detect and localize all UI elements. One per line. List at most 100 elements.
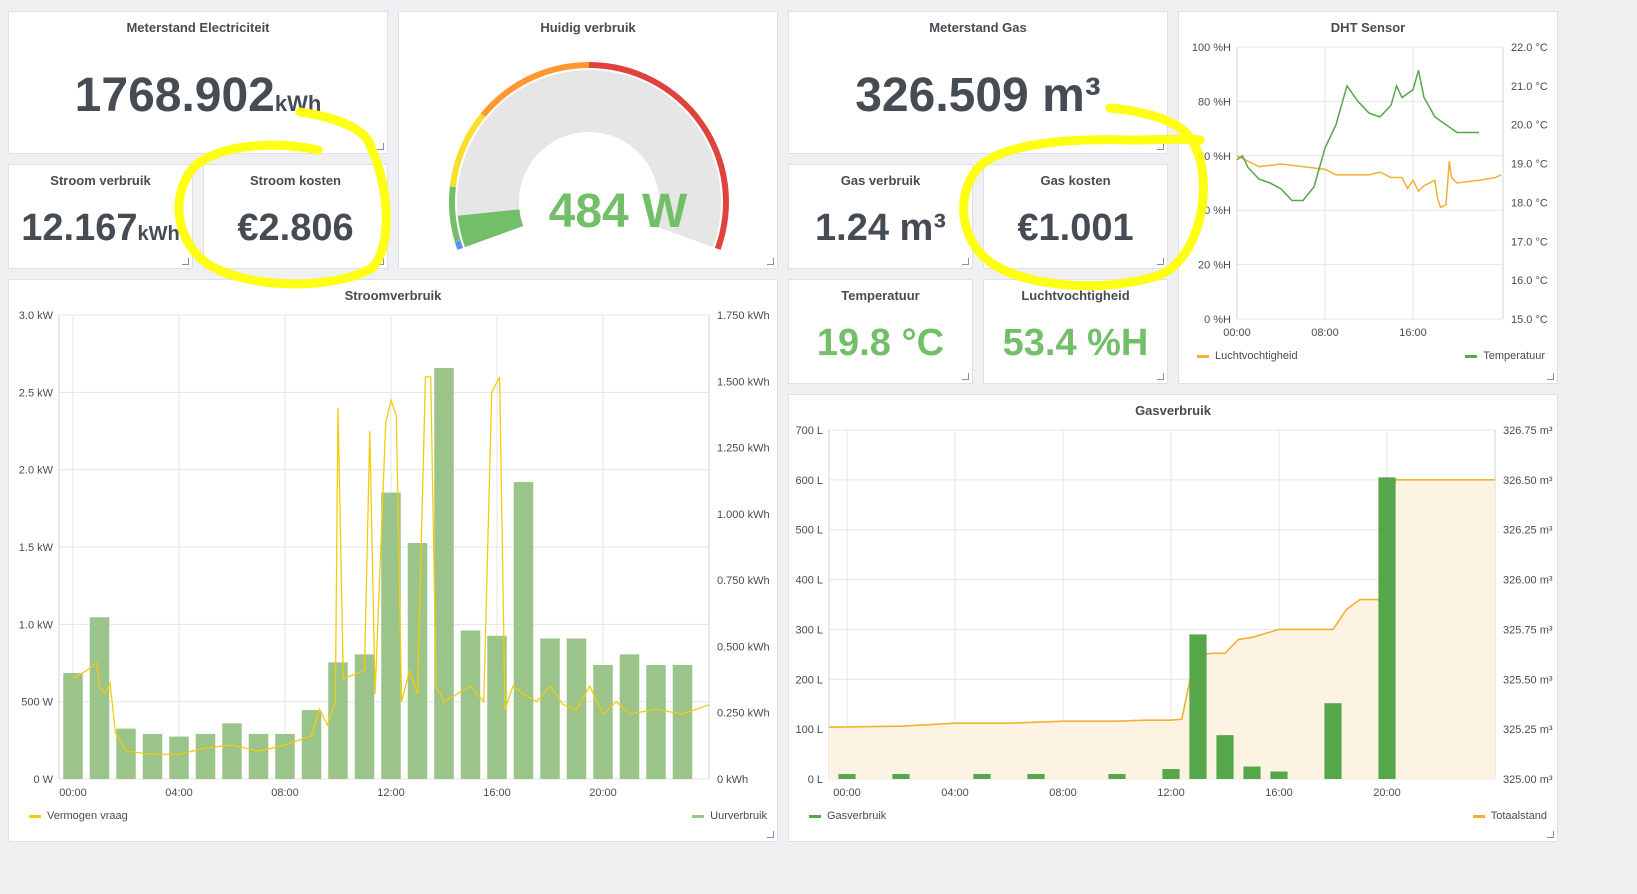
- temperatuur-panel: Temperatuur 19.8 °C: [788, 279, 973, 384]
- bar-uurverbruik: [540, 638, 560, 779]
- gauge-threshold-yellow: [449, 113, 486, 188]
- bar-uurverbruik: [513, 482, 534, 779]
- y-tick-left: 40 %H: [1198, 205, 1231, 217]
- bar-uurverbruik: [381, 492, 401, 779]
- bar-uurverbruik: [248, 733, 269, 779]
- bar-uurverbruik: [619, 654, 640, 779]
- x-tick: 08:00: [1049, 787, 1077, 799]
- bar-uurverbruik: [222, 723, 242, 779]
- stat-value: 12.167kWh: [9, 207, 192, 250]
- legend-uurverbruik[interactable]: Uurverbruik: [692, 810, 767, 822]
- bar-gasverbruik: [1270, 771, 1288, 779]
- panel-title[interactable]: DHT Sensor: [1330, 20, 1406, 35]
- y-tick-right: 18.0 °C: [1511, 197, 1548, 209]
- x-tick: 08:00: [1311, 327, 1339, 339]
- bar-uurverbruik: [169, 736, 189, 779]
- y-tick-left: 2.5 kW: [19, 387, 54, 399]
- bar-gasverbruik: [1324, 703, 1342, 779]
- y-tick-left: 1.0 kW: [19, 619, 54, 631]
- bar-uurverbruik: [593, 664, 613, 779]
- bar-uurverbruik: [434, 368, 454, 779]
- y-tick-right: 15.0 °C: [1511, 314, 1548, 326]
- bar-gasverbruik: [838, 774, 856, 779]
- x-tick: 16:00: [483, 787, 511, 799]
- y-tick-left: 60 %H: [1198, 151, 1231, 163]
- bar-gasverbruik: [1108, 774, 1126, 779]
- line-temperatuur: [1236, 70, 1479, 202]
- x-tick: 12:00: [1157, 787, 1185, 799]
- resize-handle[interactable]: [182, 258, 189, 265]
- stat-value: 1.24 m³: [815, 207, 946, 249]
- x-tick: 20:00: [1373, 787, 1401, 799]
- x-tick: 00:00: [833, 787, 861, 799]
- panel-title[interactable]: Meterstand Gas: [929, 20, 1027, 35]
- panel-title[interactable]: Temperatuur: [841, 288, 920, 303]
- x-tick: 12:00: [377, 787, 405, 799]
- panel-title[interactable]: Stroomverbruik: [344, 288, 442, 303]
- legend-luchtvochtigheid[interactable]: Luchtvochtigheid: [1197, 350, 1298, 362]
- stroom-kosten-panel: Stroom kosten €2.806: [203, 164, 388, 269]
- legend-label: Uurverbruik: [710, 810, 767, 822]
- gas-kosten-panel: Gas kosten €1.001: [983, 164, 1168, 269]
- bar-gasverbruik: [1378, 477, 1396, 779]
- y-tick-right: 22.0 °C: [1511, 42, 1548, 54]
- bar-uurverbruik: [301, 710, 322, 779]
- gauge-threshold-green: [449, 186, 461, 243]
- gasverbruik-chart: 700 L 600 L 500 L 400 L 300 L 200 L 100 L 0 L 32…: [795, 425, 1553, 799]
- panel-title[interactable]: Luchtvochtigheid: [1021, 288, 1130, 303]
- bar-uurverbruik: [487, 635, 507, 779]
- legend-label: Luchtvochtigheid: [1215, 350, 1298, 362]
- y-tick-left: 100 %H: [1192, 42, 1231, 54]
- resize-handle[interactable]: [767, 258, 774, 265]
- legend-totaalstand[interactable]: Totaalstand: [1472, 810, 1547, 822]
- y-tick-left: 400 L: [795, 575, 823, 587]
- panel-title[interactable]: Gasverbruik: [1135, 403, 1211, 418]
- panel-title[interactable]: Huidig verbruik: [540, 20, 636, 35]
- x-tick: 16:00: [1265, 787, 1293, 799]
- stat-number: 12.167: [21, 207, 138, 249]
- legend-temperatuur[interactable]: Temperatuur: [1465, 350, 1545, 362]
- resize-handle[interactable]: [962, 258, 969, 265]
- resize-handle[interactable]: [1547, 373, 1554, 380]
- legend-vermogen-vraag[interactable]: Vermogen vraag: [29, 810, 128, 822]
- resize-handle[interactable]: [377, 143, 384, 150]
- legend-label: Totaalstand: [1490, 810, 1547, 822]
- gauge-value: 484 W: [548, 185, 688, 238]
- x-tick: 04:00: [165, 787, 193, 799]
- resize-handle[interactable]: [1157, 143, 1164, 150]
- legend-label: Gasverbruik: [827, 810, 887, 822]
- y-tick-left: 0 L: [808, 774, 823, 786]
- panel-title[interactable]: Gas verbruik: [840, 173, 921, 188]
- y-tick-left: 100 L: [795, 724, 823, 736]
- y-tick-right: 0 kWh: [717, 774, 748, 786]
- y-tick-left: 500 L: [795, 525, 823, 537]
- y-tick-right: 21.0 °C: [1511, 81, 1548, 93]
- stat-value: 53.4 %H: [1002, 322, 1149, 364]
- resize-handle[interactable]: [1547, 831, 1554, 838]
- y-tick-left: 2.0 kW: [19, 465, 54, 477]
- y-tick-right: 325.25 m³: [1503, 724, 1553, 736]
- resize-handle[interactable]: [767, 831, 774, 838]
- bar-uurverbruik: [63, 672, 83, 779]
- panel-title[interactable]: Meterstand Electriciteit: [126, 20, 270, 35]
- line-vermogen-vraag: [72, 376, 710, 755]
- resize-handle[interactable]: [1157, 258, 1164, 265]
- y-tick-right: 1.500 kWh: [717, 376, 770, 388]
- x-tick: 00:00: [1223, 327, 1251, 339]
- gauge-track: [457, 70, 721, 248]
- bar-uurverbruik: [460, 630, 481, 779]
- bar-gasverbruik: [1243, 766, 1261, 779]
- resize-handle[interactable]: [377, 258, 384, 265]
- x-tick: 08:00: [271, 787, 299, 799]
- panel-title[interactable]: Stroom verbruik: [50, 173, 151, 188]
- y-tick-right: 17.0 °C: [1511, 236, 1548, 248]
- y-tick-left: 1.5 kW: [19, 542, 54, 554]
- panel-title[interactable]: Stroom kosten: [249, 173, 341, 188]
- resize-handle[interactable]: [1157, 373, 1164, 380]
- bar-uurverbruik: [646, 664, 666, 779]
- resize-handle[interactable]: [962, 373, 969, 380]
- panel-title[interactable]: Gas kosten: [1040, 173, 1111, 188]
- legend-gasverbruik[interactable]: Gasverbruik: [809, 810, 886, 822]
- gasverbruik-panel: Gasverbruik 700 L 600 L 500 L 400 L 300 L 200…: [788, 394, 1558, 842]
- stat-unit: kWh: [137, 223, 180, 245]
